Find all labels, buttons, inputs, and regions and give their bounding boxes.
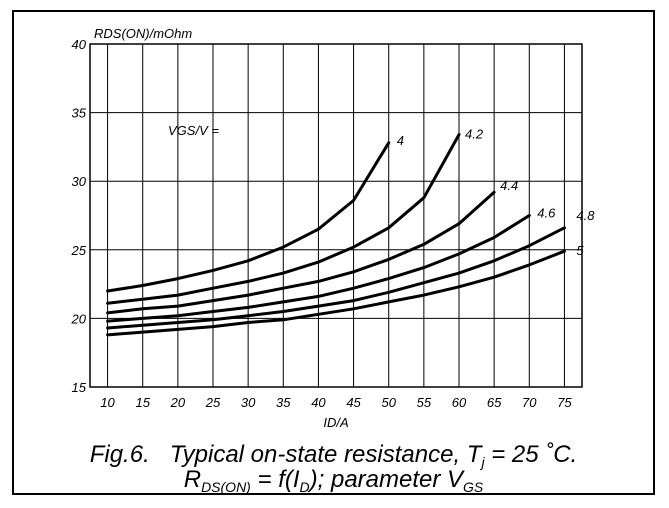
- x-tick-label: 75: [557, 395, 572, 410]
- series-lines: [106, 133, 566, 337]
- caption-parameter: ); parameter V: [309, 466, 464, 493]
- figure-frame: [12, 10, 655, 495]
- series-line-vgs-4-2: [106, 133, 461, 305]
- series-line-vgs-5: [106, 249, 566, 337]
- caption-function: = f(I: [250, 466, 300, 493]
- y-tick-label: 30: [72, 174, 87, 189]
- x-tick-label: 25: [205, 395, 221, 410]
- caption-line-2: RDS(ON) = f(ID); parameter VGS: [12, 466, 655, 495]
- figure-number: Fig.6.: [89, 441, 150, 468]
- x-tick-label: 30: [241, 395, 256, 410]
- x-tick-label: 20: [170, 395, 186, 410]
- series-label: 4.8: [576, 208, 595, 223]
- caption-subscript-d: D: [299, 479, 310, 495]
- series-labels: 4 4.2 4.4 4.6 4.8 5: [397, 127, 596, 259]
- x-tick-label: 70: [522, 395, 537, 410]
- series-label: 4: [397, 133, 404, 148]
- caption-line-1: Fig.6. Typical on-state resistance, Tj =…: [12, 441, 655, 470]
- y-tick-label: 40: [72, 37, 87, 52]
- plot-border: [89, 43, 583, 388]
- y-tick-label: 35: [72, 106, 87, 121]
- series-label: 5: [576, 243, 584, 258]
- x-tick-label: 65: [487, 395, 502, 410]
- x-tick-label: 50: [381, 395, 396, 410]
- x-tick-label: 35: [276, 395, 291, 410]
- series-label: 4.6: [537, 206, 556, 221]
- series-line-vgs-4-4: [106, 190, 496, 315]
- x-tick-label: 55: [417, 395, 432, 410]
- caption-r: R: [183, 466, 202, 493]
- series-label: 4.2: [465, 127, 484, 142]
- tick-labels: 10 15 20 25 30 35 40 45 50 55 60 65 70 75 15 20 25 30 35 40: [71, 37, 573, 410]
- series-line-vgs-4-6: [106, 214, 531, 323]
- caption-subscript-gs: GS: [463, 479, 484, 495]
- series-line-vgs-4: [106, 141, 391, 293]
- caption-temperature: = 25 ˚C.: [484, 441, 578, 468]
- caption-subscript-dson: DS(ON): [201, 479, 251, 495]
- y-axis-label: RDS(ON)/mOhm: [94, 26, 192, 41]
- parameter-label: VGS/V =: [168, 123, 219, 138]
- y-tick-label: 25: [71, 243, 87, 258]
- y-tick-label: 20: [71, 311, 87, 326]
- caption-spacer: [150, 441, 170, 468]
- caption-text: Typical on-state resistance, T: [169, 441, 482, 468]
- x-tick-label: 45: [346, 395, 361, 410]
- x-axis-label: ID/A: [323, 415, 348, 430]
- x-tick-label: 40: [311, 395, 326, 410]
- y-tick-label: 15: [72, 380, 87, 395]
- caption-subscript-j: j: [481, 454, 485, 470]
- x-tick-label: 60: [452, 395, 467, 410]
- series-line-vgs-4-8: [106, 226, 566, 330]
- x-tick-label: 15: [135, 395, 150, 410]
- series-label: 4.4: [500, 178, 518, 193]
- x-tick-label: 10: [100, 395, 115, 410]
